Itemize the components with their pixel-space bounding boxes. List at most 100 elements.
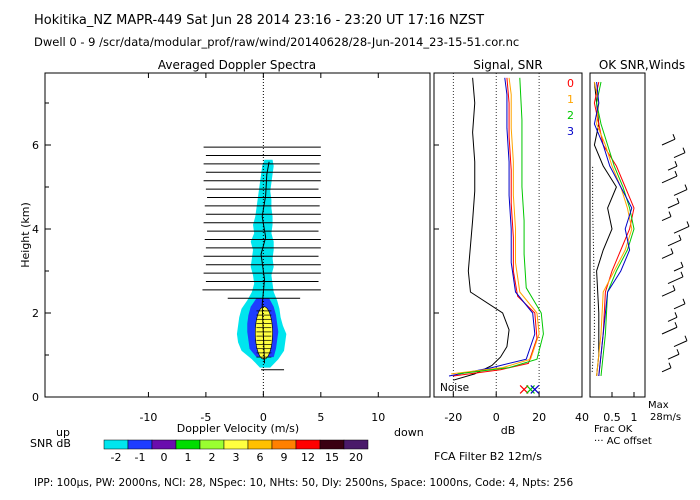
colorbar-tick-label: -2 — [111, 451, 122, 464]
wind-barb — [673, 298, 686, 310]
frac-ok-series-blue — [593, 81, 633, 377]
signal-x-tick-label: 0 — [493, 411, 500, 424]
noise-marker — [519, 385, 529, 394]
colorbar-segment — [247, 439, 273, 450]
direction-up-label: up — [56, 426, 70, 439]
frac-ok-label: Frac OK — [594, 424, 633, 435]
wind-barb — [661, 248, 674, 259]
radar-parameters: IPP: 100μs, PW: 2000ns, NCI: 28, NSpec: … — [34, 477, 573, 489]
doppler-panel-frame — [44, 72, 431, 398]
wind-barb — [661, 211, 672, 222]
doppler-x-axis-label: Doppler Velocity (m/s) — [177, 422, 299, 435]
wind-barb — [667, 197, 680, 209]
frac-ok-series-green — [596, 81, 635, 377]
wind-barb — [661, 133, 676, 146]
series-number-label: 2 — [567, 109, 574, 122]
doppler-x-tick-label: 10 — [371, 411, 385, 424]
colorbar-segment — [103, 439, 129, 450]
doppler-spectra-plot: -10 -5 0 5 10 0 2 4 6 — [32, 73, 385, 424]
colorbar-segment — [175, 439, 201, 450]
signal-title: Signal, SNR — [473, 58, 542, 72]
signal-x-tick-label: 20 — [532, 411, 546, 424]
direction-down-label: down — [394, 426, 424, 439]
colorbar-segment — [295, 439, 321, 450]
ok-x-tick-label: 1 — [631, 411, 638, 424]
wind-barb — [667, 349, 680, 360]
wind-barb — [661, 285, 676, 297]
wind-barb — [661, 170, 678, 184]
colorbar-tick-label: 3 — [233, 451, 240, 464]
ok-x-tick-label: 0.5 — [603, 411, 621, 424]
colorbar-tick-label: 9 — [281, 451, 288, 464]
snr-colorbar: -2 -1 0 1 2 3 6 9 12 15 20 — [103, 439, 369, 464]
colorbar-tick-label: 6 — [257, 451, 264, 464]
signal-series-orange — [451, 77, 540, 375]
wind-barb — [661, 322, 678, 335]
colorbar-segment — [223, 439, 249, 450]
colorbar-tick-label: -1 — [135, 451, 146, 464]
signal-series-blue — [448, 77, 536, 377]
signal-x-tick-label: 40 — [575, 411, 589, 424]
frac-ok-series-orange — [593, 81, 633, 377]
noise-label: Noise — [440, 382, 469, 394]
doppler-x-tick-label: 5 — [317, 411, 324, 424]
max-label: Max — [648, 400, 669, 411]
colorbar-tick-label: 0 — [161, 451, 168, 464]
ok-winds-panel-frame — [589, 72, 646, 398]
colorbar-segment — [199, 439, 225, 450]
wind-barb — [673, 221, 690, 234]
wind-barb — [661, 362, 672, 373]
colorbar-tick-label: 15 — [325, 451, 339, 464]
doppler-y-axis-label: Height (km) — [19, 202, 32, 268]
doppler-title: Averaged Doppler Spectra — [158, 58, 316, 72]
doppler-y-tick-label: 4 — [32, 223, 39, 236]
colorbar-segment — [343, 439, 369, 450]
noise-marker — [526, 385, 535, 394]
noise-marker — [530, 385, 540, 394]
snr-colorbar-label: SNR dB — [30, 437, 71, 450]
fca-filter-label: FCA Filter B2 12m/s — [434, 450, 542, 463]
wind-barb — [673, 335, 688, 348]
signal-panel-frame — [433, 72, 583, 398]
plot-title: Hokitika_NZ MAPR-449 Sat Jun 28 2014 23:… — [34, 13, 484, 28]
plot-subtitle: Dwell 0 - 9 /scr/data/modular_prof/raw/w… — [34, 35, 519, 49]
colorbar-segment — [271, 439, 297, 450]
wind-barb — [673, 184, 688, 196]
doppler-x-tick-label: -5 — [200, 411, 211, 424]
signal-series-black — [453, 77, 510, 381]
ok-winds-title: OK SNR,Winds — [599, 58, 685, 72]
wind-barb — [673, 147, 686, 159]
doppler-y-tick-label: 2 — [32, 307, 39, 320]
wind-barb — [667, 312, 678, 322]
colorbar-tick-label: 12 — [301, 451, 315, 464]
mean-velocity-line — [260, 161, 270, 364]
signal-series-red — [453, 77, 538, 377]
signal-snr-plot: -20 0 20 40 — [434, 73, 589, 424]
max-value-label: 28m/s — [650, 412, 681, 423]
colorbar-tick-label: 1 — [185, 451, 192, 464]
doppler-x-tick-label: -10 — [139, 411, 157, 424]
signal-series-green — [457, 77, 544, 375]
colorbar-tick-label: 2 — [209, 451, 216, 464]
wind-barb — [673, 261, 684, 272]
wind-barb — [667, 234, 682, 247]
ac-offset-label: ··· AC offset — [594, 436, 652, 447]
colorbar-segment — [319, 439, 345, 450]
colorbar-segment — [127, 439, 153, 450]
signal-x-axis-label: dB — [501, 424, 516, 437]
colorbar-tick-label: 20 — [349, 451, 363, 464]
doppler-x-tick-label: 0 — [260, 411, 267, 424]
colorbar-segment — [151, 439, 177, 450]
series-number-label: 3 — [567, 125, 574, 138]
frac-ok-series-red — [593, 81, 635, 377]
wind-barb — [667, 160, 678, 171]
ok-snr-winds-plot: 0.5 1 0 1 2 3 — [567, 77, 690, 424]
wind-barb — [667, 271, 684, 285]
doppler-y-tick-label: 6 — [32, 139, 39, 152]
series-number-label: 1 — [567, 93, 574, 106]
ac-offset-line — [591, 166, 595, 372]
signal-x-tick-label: -20 — [444, 411, 462, 424]
series-number-label: 0 — [567, 77, 574, 90]
doppler-y-tick-label: 0 — [32, 391, 39, 404]
